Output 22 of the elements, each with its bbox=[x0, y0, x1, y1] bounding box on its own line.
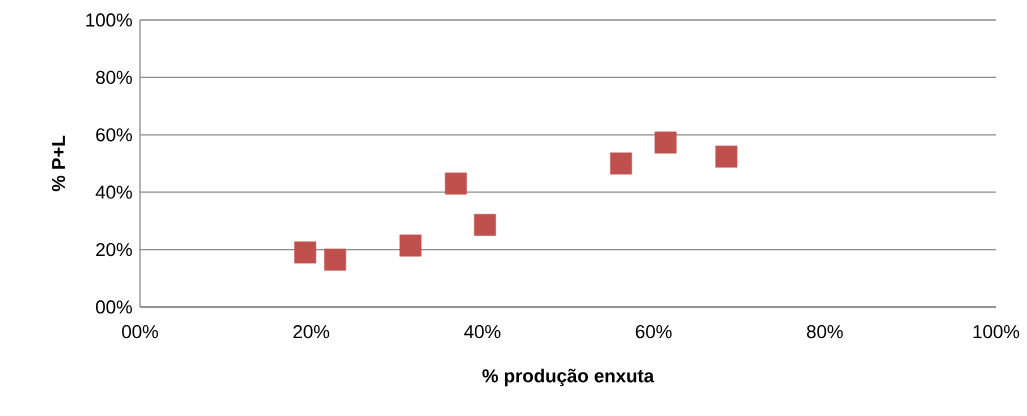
x-axis-title: % produção enxuta bbox=[482, 368, 655, 387]
x-tick-label: 80% bbox=[806, 325, 843, 339]
y-tick-label: 60% bbox=[96, 128, 132, 142]
point bbox=[324, 248, 347, 271]
point bbox=[610, 152, 633, 175]
x-tick-label: 60% bbox=[635, 325, 672, 339]
point bbox=[444, 172, 467, 195]
point bbox=[654, 131, 677, 154]
point bbox=[715, 145, 738, 168]
y-axis-title: % P+L bbox=[51, 135, 66, 192]
x-tick-label: 20% bbox=[293, 325, 330, 339]
x-tick-label: 00% bbox=[122, 325, 159, 339]
y-tick-label: 20% bbox=[96, 242, 132, 257]
y-tick-label: 100% bbox=[86, 13, 132, 27]
x-tick-label: 40% bbox=[464, 325, 501, 339]
point bbox=[474, 213, 496, 236]
y-tick-label: 40% bbox=[95, 185, 132, 199]
y-tick-label: 80% bbox=[96, 70, 132, 84]
y-tick-label: 00% bbox=[96, 300, 132, 314]
x-tick-label: 100% bbox=[973, 325, 1020, 339]
point bbox=[294, 241, 317, 264]
point bbox=[399, 234, 422, 257]
